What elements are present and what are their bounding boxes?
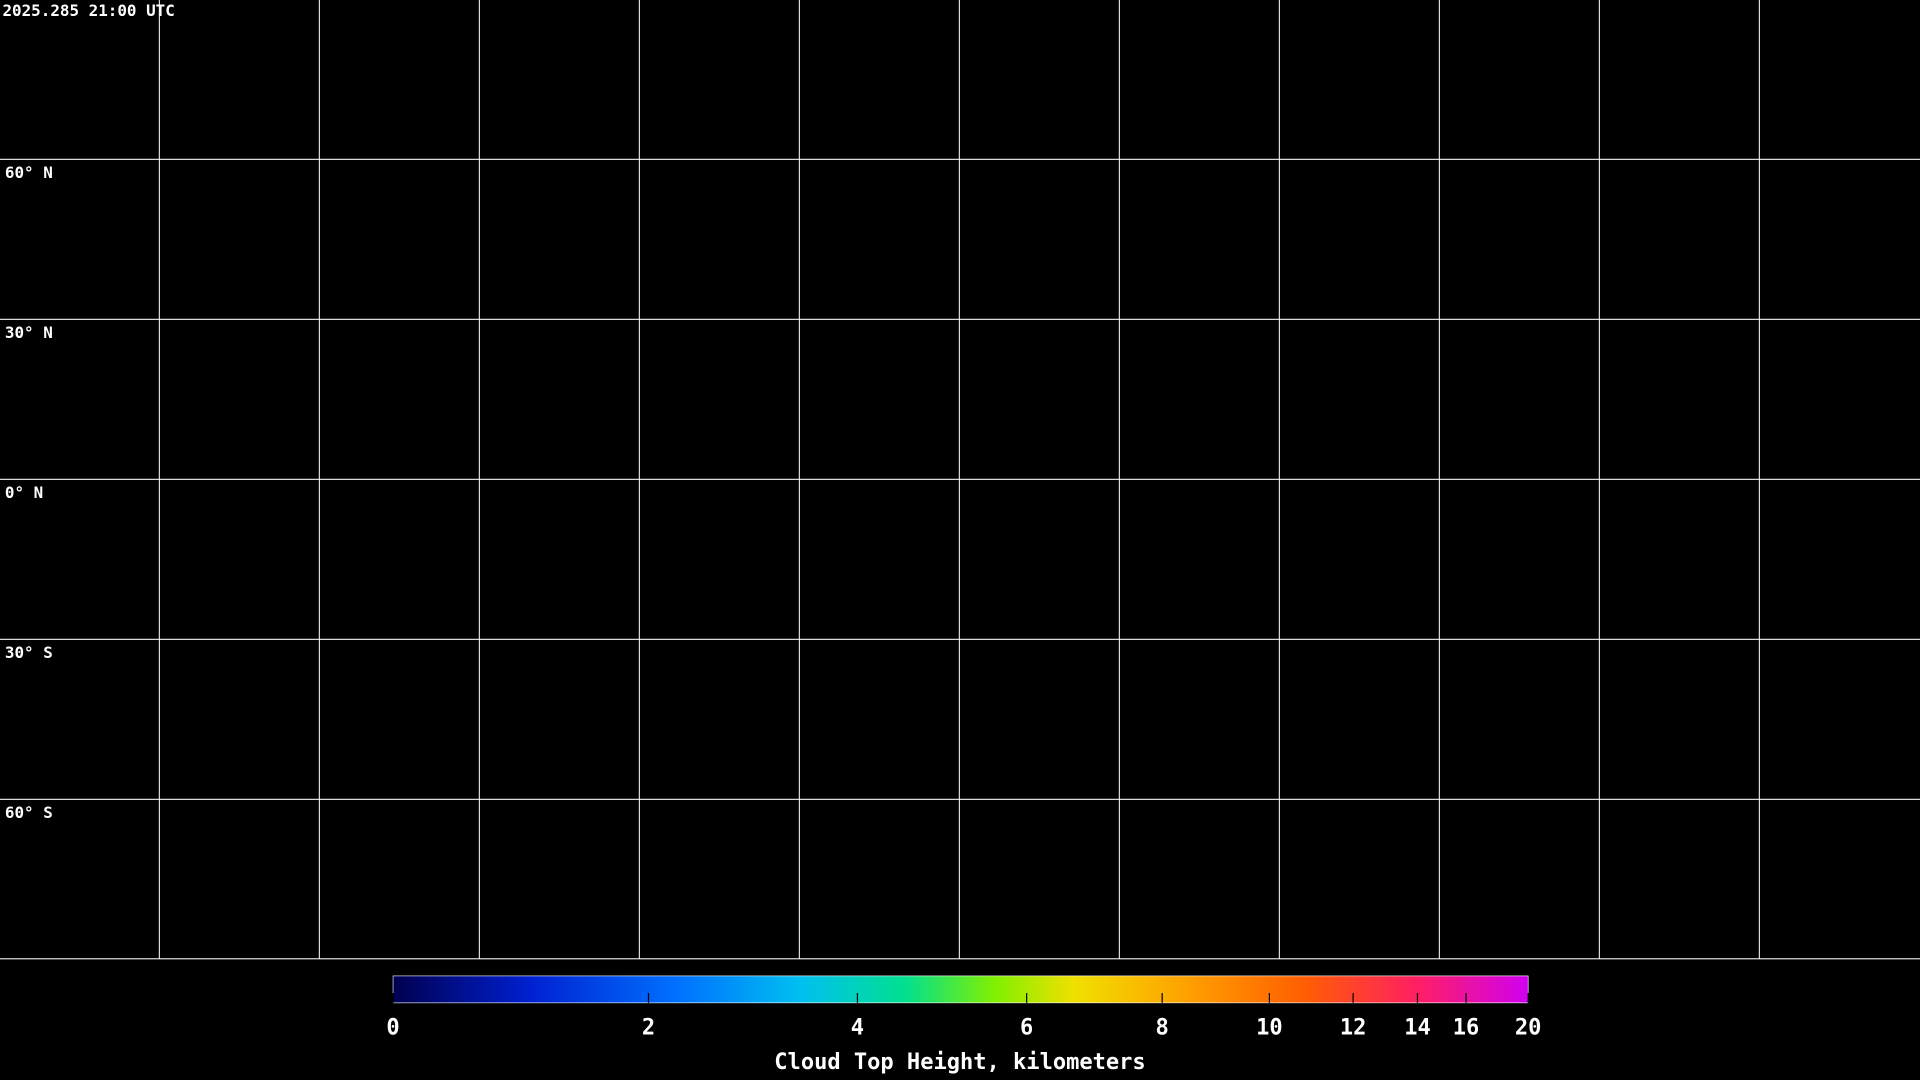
colorbar-tick-label: 0 [386, 1016, 399, 1041]
colorbar-tick-label: 10 [1256, 1016, 1283, 1041]
colorbar-tick-label: 4 [851, 1016, 864, 1041]
colorbar-tick-label: 2 [642, 1016, 655, 1041]
colorbar-tick-label: 20 [1515, 1016, 1542, 1041]
latitude-label: 60° S [5, 803, 53, 822]
colorbar-tick-label: 8 [1156, 1016, 1169, 1041]
latitude-label: 0° N [5, 483, 43, 502]
colorbar-tick-label: 14 [1404, 1016, 1431, 1041]
colorbar-tick-label: 12 [1340, 1016, 1367, 1041]
timestamp: 2025.285 21:00 UTC [2, 1, 174, 20]
graticule [0, 0, 1920, 960]
colorbar [392, 975, 1529, 1004]
latitude-label: 30° S [5, 643, 53, 662]
colorbar-tick-label: 16 [1453, 1016, 1480, 1041]
colorbar-label: Cloud Top Height, kilometers [774, 1050, 1145, 1075]
colorbar-tick-label: 6 [1020, 1016, 1033, 1041]
latitude-label: 60° N [5, 163, 53, 182]
latitude-label: 30° N [5, 323, 53, 342]
